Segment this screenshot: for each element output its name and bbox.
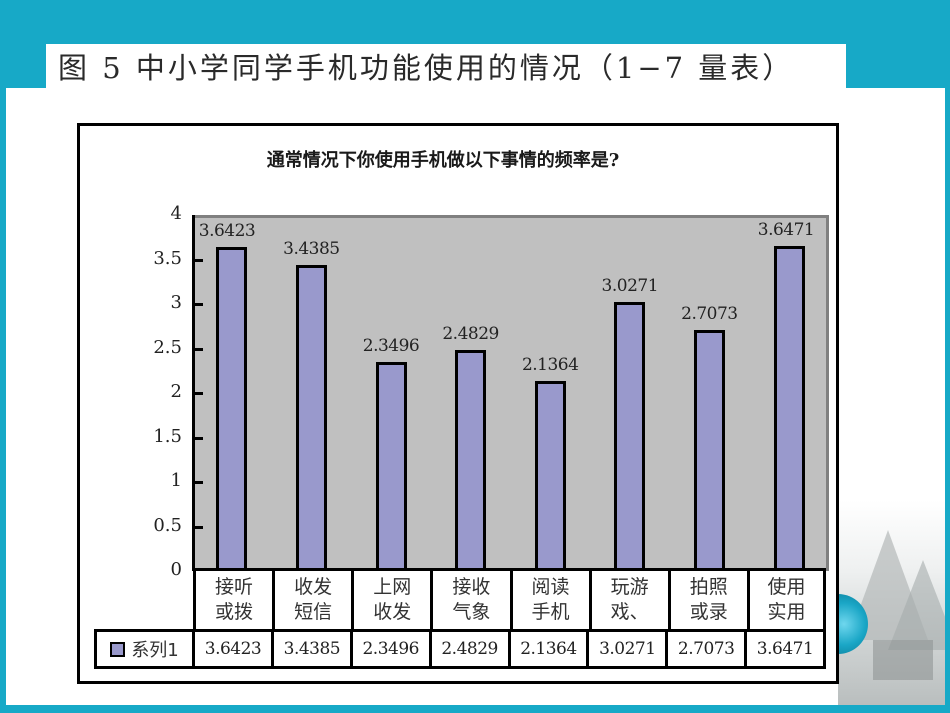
category-row: 接听 或拨 收发 短信 上网 收发 接收 气象 阅读 手机 玩游 戏、 拍照 或录 使用 实用 — [193, 568, 827, 629]
y-tick-label: 3 — [170, 292, 182, 313]
table-value-cell: 2.7073 — [665, 632, 744, 666]
plot-area — [192, 215, 829, 571]
y-tick-mark — [195, 481, 203, 484]
y-tick-mark — [195, 436, 203, 440]
table-value-cell: 3.6471 — [744, 632, 823, 666]
category-label-line: 使用 — [767, 576, 806, 598]
bar — [295, 264, 327, 571]
mountain-shape — [888, 560, 945, 650]
data-label: 3.6471 — [757, 220, 815, 241]
bottom-frame-strip — [0, 705, 950, 713]
data-label: 2.1364 — [521, 354, 579, 375]
y-tick-mark — [195, 392, 203, 395]
category-label-line: 拍照 — [689, 576, 728, 598]
category-label-line: 收发 — [294, 576, 333, 598]
category-label-line: 或录 — [689, 601, 728, 623]
category-label-line: 手机 — [531, 601, 570, 623]
data-label: 3.0271 — [601, 275, 659, 296]
category-label-line: 气象 — [452, 601, 491, 623]
category-label: 阅读 手机 — [509, 568, 589, 629]
table-value-cell: 2.4829 — [428, 632, 508, 666]
y-tick-label: 3.5 — [153, 247, 182, 269]
category-label: 使用 实用 — [746, 568, 827, 629]
category-label-line: 接听 — [215, 576, 254, 598]
y-tick-mark — [195, 258, 203, 262]
y-tick-label: 0 — [170, 559, 182, 580]
category-label: 接收 气象 — [430, 568, 510, 629]
y-tick-mark — [195, 525, 203, 529]
table-value-cell: 3.6423 — [192, 632, 271, 666]
bar — [375, 361, 407, 571]
y-tick-mark — [195, 347, 203, 351]
landscape-decoration — [838, 500, 945, 705]
y-tick-label: 1.5 — [153, 425, 182, 447]
bar — [693, 330, 725, 571]
legend-entry: 系列1 — [97, 632, 192, 666]
category-label-line: 实用 — [767, 601, 806, 623]
bar — [773, 246, 805, 571]
table-value-cell: 3.4385 — [270, 632, 350, 666]
category-label-line: 接收 — [452, 576, 491, 598]
category-label-line: 短信 — [294, 601, 333, 623]
category-label: 玩游 戏、 — [588, 568, 668, 629]
chart-title: 通常情况下你使用手机做以下事情的频率是? — [266, 150, 620, 171]
data-label: 2.7073 — [681, 304, 738, 325]
category-label-line: 上网 — [373, 576, 412, 598]
bar — [534, 380, 566, 571]
category-label-line: 戏、 — [610, 601, 649, 623]
slide-title: 图 5 中小学同学手机功能使用的情况（1−7 量表） — [46, 44, 846, 88]
bar — [216, 246, 248, 571]
category-label-line: 或拨 — [215, 601, 254, 623]
category-label-line: 玩游 — [610, 576, 649, 598]
table-value-cell: 3.0271 — [586, 632, 665, 666]
data-table: 接听 或拨 收发 短信 上网 收发 接收 气象 阅读 手机 玩游 戏、 拍照 或录 使用 实用 系列1 3.6… — [94, 568, 827, 669]
data-label: 3.4385 — [283, 238, 340, 259]
y-axis — [192, 215, 195, 571]
data-label: 3.6423 — [198, 220, 256, 241]
data-label: 2.3496 — [362, 335, 420, 356]
bar-chart: 通常情况下你使用手机做以下事情的频率是? 0 0.5 1 1.5 2 2.5 3 3.5 4 3… — [77, 123, 839, 684]
bar — [455, 350, 487, 571]
y-tick-label: 1 — [170, 470, 182, 491]
y-tick-mark — [195, 303, 203, 306]
category-label: 上网 收发 — [351, 568, 431, 629]
table-value-cell: 2.3496 — [349, 632, 429, 666]
y-tick-label: 4 — [170, 203, 182, 224]
data-label: 2.4829 — [442, 324, 499, 345]
y-tick-label: 2 — [170, 381, 182, 402]
table-value-cell: 2.1364 — [507, 632, 587, 666]
category-label-line: 阅读 — [531, 576, 570, 598]
category-label-line: 收发 — [373, 601, 412, 623]
y-tick-label: 2.5 — [153, 336, 182, 358]
category-label: 收发 短信 — [272, 568, 352, 629]
bar — [614, 301, 646, 571]
legend-swatch-icon — [110, 641, 126, 657]
legend-label: 系列1 — [131, 640, 179, 661]
category-label: 接听 或拨 — [193, 568, 273, 629]
value-row: 系列1 3.6423 3.4385 2.3496 2.4829 2.1364 3.0271… — [94, 629, 826, 669]
category-label: 拍照 或录 — [667, 568, 747, 629]
house-shape — [873, 640, 933, 680]
y-tick-label: 0.5 — [153, 514, 182, 536]
